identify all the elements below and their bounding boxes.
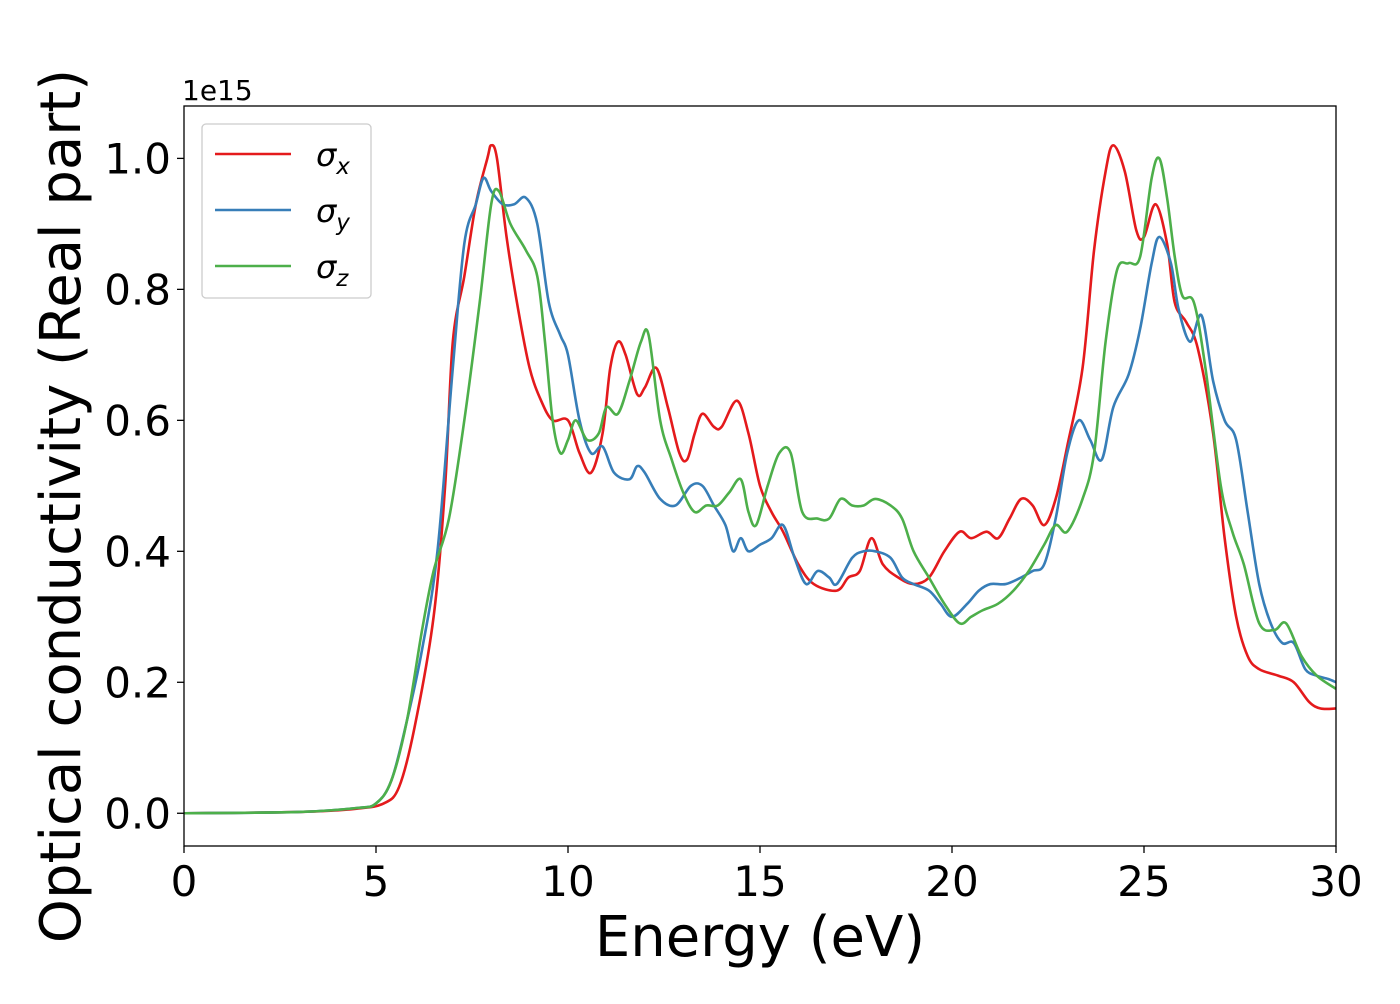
- x-tick-label: 0: [171, 857, 198, 906]
- legend: σx σy σz: [201, 123, 372, 299]
- series-line-sigma-x: [184, 143, 1336, 815]
- x-axis-label: Energy (eV): [595, 905, 925, 970]
- ticks-layer: 0 5 10 15 20 25 30 0.0 0.2 0.4 0.6 0.8 1.0: [104, 134, 1363, 906]
- x-tick-label: 25: [1117, 857, 1170, 906]
- x-tick-label: 10: [541, 857, 594, 906]
- x-tick-label: 20: [925, 857, 978, 906]
- legend-label-sigma-z: σz: [316, 248, 349, 292]
- y-axis-offset-label: 1e15: [182, 74, 253, 107]
- y-tick-label: 0.0: [104, 789, 171, 838]
- x-tick-label: 15: [733, 857, 786, 906]
- y-tick-label: 0.4: [104, 527, 171, 576]
- y-tick-label: 0.6: [104, 396, 171, 445]
- series-line-sigma-z: [184, 156, 1336, 815]
- series-layer: [184, 143, 1336, 815]
- legend-label-sigma-y: σy: [316, 192, 350, 236]
- x-tick-label: 5: [363, 857, 390, 906]
- y-tick-label: 1.0: [104, 134, 171, 183]
- y-tick-label: 0.2: [104, 658, 171, 707]
- x-tick-label: 30: [1309, 857, 1362, 906]
- y-tick-label: 0.8: [104, 265, 171, 314]
- legend-label-sigma-x: σx: [316, 136, 350, 180]
- y-axis-label: Optical conductivity (Real part): [29, 69, 94, 943]
